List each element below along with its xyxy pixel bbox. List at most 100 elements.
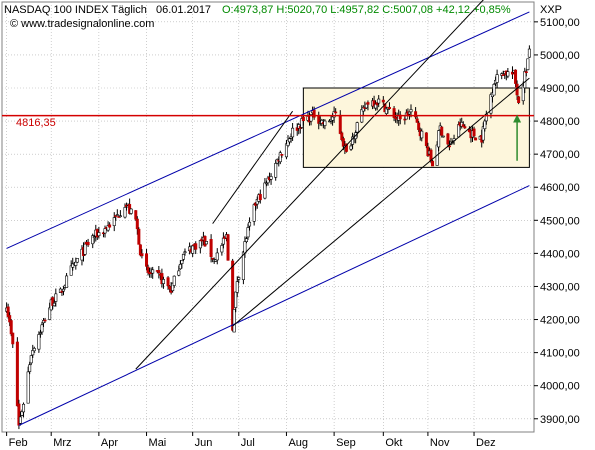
candle-body <box>38 332 42 334</box>
candle-body <box>183 251 187 254</box>
candle-body <box>62 288 66 292</box>
candle-body <box>246 227 250 238</box>
candle-body <box>526 58 530 71</box>
candle-body <box>140 253 144 257</box>
candle-body <box>191 245 195 254</box>
candle-body <box>114 215 118 217</box>
arrow-head <box>513 114 522 123</box>
candle-body <box>181 254 185 260</box>
candle-body <box>8 315 12 323</box>
candle-body <box>9 320 13 335</box>
candle-body <box>280 154 284 156</box>
candle-body <box>135 218 139 230</box>
candle-body <box>241 251 245 280</box>
candle-body <box>288 138 292 143</box>
candle-body <box>244 238 248 242</box>
candle-body <box>231 260 235 331</box>
candle-body <box>417 122 421 130</box>
candle-body <box>489 94 493 114</box>
candle-body <box>441 135 445 138</box>
header-symbol: NASDAQ 100 INDEX Täglich <box>4 4 147 16</box>
candle-body <box>22 403 26 413</box>
candle-body <box>106 225 110 231</box>
candle-body <box>43 319 47 322</box>
y-tick-label: 3900,00 <box>540 414 580 426</box>
candle-body <box>40 324 44 333</box>
y-tick-label: 5100,00 <box>540 17 580 29</box>
y-tick-label: 4100,00 <box>540 348 580 360</box>
candle-body <box>334 111 338 114</box>
candle-body <box>97 232 101 237</box>
candle-body <box>166 277 170 287</box>
candle-body <box>366 102 370 105</box>
candle-body <box>463 126 467 129</box>
candle-body <box>137 228 141 245</box>
candle-body <box>521 85 525 102</box>
candle-body <box>340 132 344 141</box>
candle-body <box>48 307 52 320</box>
y-tick-label: 4500,00 <box>540 215 580 227</box>
candle-body <box>237 277 241 280</box>
y-tick-label: 4600,00 <box>540 182 580 194</box>
candle-body <box>415 118 419 123</box>
x-tick-label: Okt <box>385 437 402 449</box>
candle-body <box>387 107 391 109</box>
y-tick-label: 4400,00 <box>540 248 580 260</box>
candle-body <box>274 163 278 178</box>
candle-body <box>481 126 485 141</box>
level-label: 4816,35 <box>16 117 56 129</box>
candle-body <box>437 130 441 148</box>
candle-body <box>178 263 182 270</box>
candle-body <box>234 291 238 308</box>
candle-body <box>180 260 184 264</box>
candle-body <box>221 237 225 245</box>
candle-body <box>403 118 407 121</box>
x-axis: Feb Mrz Apr Mai Jun Jul Aug Sep Okt Nov Dez <box>6 432 496 449</box>
candle-body <box>377 98 381 104</box>
candle-body <box>232 309 236 333</box>
x-tick-label: Apr <box>101 437 118 449</box>
candle-body <box>103 228 107 234</box>
candle-body <box>112 217 116 226</box>
x-tick-label: Jun <box>195 437 213 449</box>
candle-body <box>301 116 305 122</box>
candle-body <box>204 241 208 245</box>
candle-body <box>495 74 499 83</box>
y-tick-label: 4200,00 <box>540 315 580 327</box>
candle-body <box>309 114 313 122</box>
candle-body <box>492 84 496 96</box>
candle-body <box>123 207 127 218</box>
candle-body <box>312 109 316 118</box>
y-tick-label: 4800,00 <box>540 116 580 128</box>
candle-body <box>65 275 69 288</box>
candle-body <box>248 221 252 227</box>
candle-body <box>29 355 33 364</box>
candle-body <box>235 281 239 293</box>
candle-body <box>83 243 87 255</box>
candles <box>5 45 531 430</box>
candle-body <box>527 48 531 58</box>
candle-body <box>75 258 79 263</box>
candle-body <box>514 69 518 84</box>
candle-body <box>108 224 112 228</box>
x-tick-label: Dez <box>476 437 496 449</box>
candle-body <box>157 270 161 274</box>
candle-body <box>32 348 36 352</box>
candle-body <box>220 245 224 253</box>
candle-body <box>506 71 510 77</box>
x-tick-label: Mrz <box>53 437 71 449</box>
candle-body <box>331 116 335 121</box>
candle-body <box>118 215 122 218</box>
candle-body <box>194 243 198 250</box>
candle-body <box>215 252 219 261</box>
candle-body <box>145 253 149 267</box>
candle-body <box>474 137 478 141</box>
candle-body <box>461 124 465 127</box>
candle-body <box>407 111 411 115</box>
candle-body <box>209 239 213 257</box>
candle-body <box>198 240 202 249</box>
candle-body <box>115 214 119 216</box>
candle-body <box>258 194 262 201</box>
